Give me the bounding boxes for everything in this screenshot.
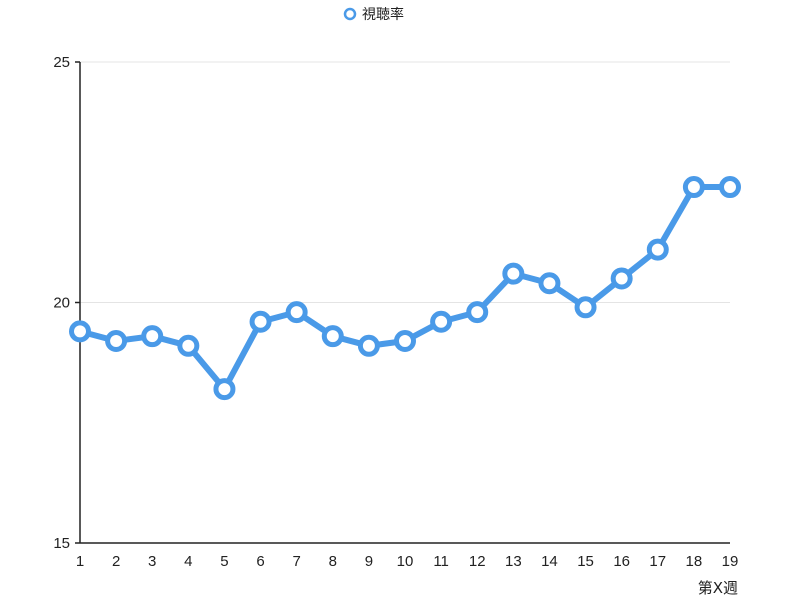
data-point bbox=[466, 301, 489, 324]
data-point bbox=[394, 329, 416, 352]
x-tick-label: 6 bbox=[256, 553, 264, 570]
data-point bbox=[321, 325, 344, 348]
legend-label: 視聴率 bbox=[362, 6, 404, 23]
x-tick-label: 15 bbox=[577, 553, 594, 570]
axes bbox=[79, 62, 730, 544]
x-tick-label: 13 bbox=[505, 553, 522, 570]
y-tick-label: 20 bbox=[53, 295, 70, 312]
x-tick-label: 17 bbox=[649, 553, 666, 570]
y-tick-labels: 15 20 25 bbox=[53, 54, 70, 552]
x-tick-label: 3 bbox=[148, 553, 156, 570]
x-tick-label: 16 bbox=[613, 553, 630, 570]
x-tick-label: 9 bbox=[365, 553, 373, 570]
data-point bbox=[357, 334, 380, 357]
data-point bbox=[177, 334, 200, 357]
data-point bbox=[610, 267, 633, 290]
x-tick-label: 2 bbox=[112, 553, 120, 570]
data-point bbox=[69, 320, 91, 343]
x-axis-title: 第X週 bbox=[698, 579, 738, 597]
series-layer bbox=[69, 176, 741, 401]
data-point bbox=[285, 301, 308, 324]
data-point bbox=[682, 176, 705, 199]
data-point bbox=[538, 272, 561, 295]
data-point bbox=[141, 325, 164, 348]
x-tick-label: 7 bbox=[292, 553, 300, 570]
x-tick-label: 19 bbox=[722, 553, 739, 570]
data-point bbox=[249, 310, 272, 333]
data-point bbox=[646, 238, 669, 261]
data-point bbox=[502, 262, 525, 285]
y-tick-label: 25 bbox=[53, 54, 70, 71]
x-tick-label: 4 bbox=[184, 553, 192, 570]
data-point bbox=[574, 296, 597, 319]
x-tick-labels: 1 2 3 4 5 6 7 8 9 10 11 12 13 14 15 16 17 18 19 bbox=[76, 553, 739, 570]
data-point bbox=[719, 176, 741, 199]
series-line bbox=[77, 184, 733, 393]
x-tick-label: 18 bbox=[686, 553, 703, 570]
gridlines bbox=[75, 61, 730, 544]
x-tick-label: 8 bbox=[329, 553, 337, 570]
x-tick-label: 14 bbox=[541, 553, 558, 570]
data-point bbox=[213, 378, 236, 401]
data-point bbox=[430, 310, 453, 333]
y-tick-label: 15 bbox=[53, 535, 70, 552]
x-tick-label: 11 bbox=[433, 553, 449, 570]
x-tick-label: 10 bbox=[397, 553, 414, 570]
data-point bbox=[105, 329, 128, 352]
x-tick-label: 5 bbox=[220, 553, 228, 570]
legend-marker-icon bbox=[343, 7, 357, 21]
legend: 視聴率 bbox=[343, 6, 404, 23]
x-tick-label: 1 bbox=[76, 553, 84, 570]
x-tick-label: 12 bbox=[469, 553, 486, 570]
